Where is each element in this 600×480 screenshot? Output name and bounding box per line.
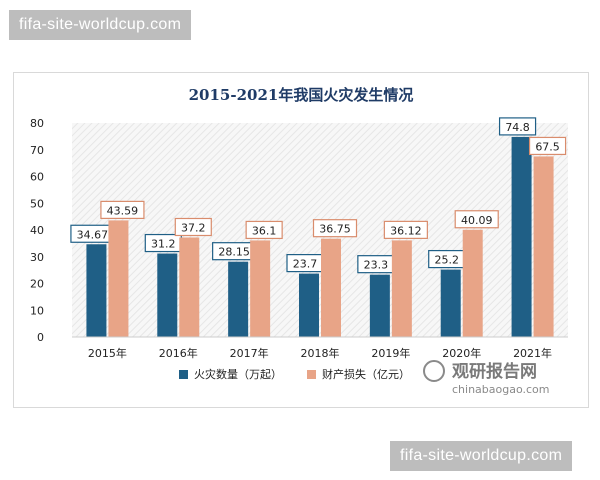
y-tick-label: 60 — [30, 171, 44, 184]
legend-label-1: 火灾数量（万起） — [194, 367, 282, 381]
bar-series1-2021年 — [511, 136, 532, 337]
chart-title: 2015-2021年我国火灾发生情况 — [189, 86, 414, 104]
y-axis-ticks: 0 10 20 30 40 50 60 70 80 — [30, 117, 44, 344]
category-label: 2017年 — [230, 346, 269, 360]
y-tick-label: 30 — [30, 251, 44, 264]
category-label: 2019年 — [371, 346, 410, 360]
data-label-box — [528, 136, 567, 156]
data-label: 31.2 — [151, 238, 176, 251]
data-label: 36.12 — [390, 224, 422, 237]
data-label-box — [383, 220, 428, 239]
data-label-box — [100, 200, 145, 219]
bar-series1-2020年 — [440, 269, 461, 337]
bar-series2-2017年 — [250, 240, 271, 337]
bar-series2-2020年 — [462, 229, 483, 337]
bar-series1-2017年 — [228, 261, 249, 337]
data-label: 25.2 — [434, 254, 459, 267]
category-labels: 2015年 2016年 2017年 2018年 2019年 2020年 2021年 — [88, 346, 552, 360]
logo-ring-icon — [423, 360, 445, 382]
data-label: 67.5 — [535, 140, 560, 153]
bar-series2-2019年 — [391, 240, 412, 337]
data-label: 28.15 — [218, 246, 250, 259]
bar-series1-2016年 — [157, 253, 178, 337]
legend-swatch-2 — [307, 370, 316, 379]
chart-svg: 2015-2021年我国火灾发生情况 0 10 20 30 40 50 60 70 80 34.… — [30, 86, 568, 396]
logo: 观研报告网 chinabaogao.com — [423, 360, 550, 396]
data-label: 34.67 — [77, 228, 109, 241]
legend-swatch-1 — [179, 370, 188, 379]
category-label: 2020年 — [442, 346, 481, 360]
y-tick-label: 70 — [30, 144, 44, 157]
legend-label-2: 财产损失（亿元） — [322, 367, 410, 381]
logo-en-text: chinabaogao.com — [452, 383, 550, 396]
logo-cn-text: 观研报告网 — [451, 361, 537, 382]
data-label-box — [174, 217, 212, 237]
data-label-box — [312, 219, 358, 238]
data-label: 37.2 — [181, 221, 206, 234]
data-label: 43.59 — [107, 204, 139, 217]
bar-series2-2015年 — [108, 220, 129, 337]
bar-series2-2018年 — [321, 238, 341, 337]
chart-frame: 2015-2021年我国火灾发生情况 0 10 20 30 40 50 60 70 80 34.… — [13, 72, 589, 408]
data-label-box — [245, 220, 283, 240]
data-label-box — [454, 210, 499, 229]
watermark-bottom: fifa-site-worldcup.com — [390, 441, 573, 471]
bar-series1-2015年 — [86, 244, 107, 337]
y-tick-label: 0 — [37, 331, 44, 344]
data-label: 23.7 — [293, 258, 318, 271]
watermark-top: fifa-site-worldcup.com — [9, 10, 192, 40]
data-label-box — [498, 117, 537, 136]
bar-series2-2016年 — [179, 237, 200, 337]
y-tick-label: 40 — [30, 224, 44, 237]
y-tick-label: 20 — [30, 278, 44, 291]
category-label: 2016年 — [159, 346, 198, 360]
category-label: 2018年 — [301, 346, 340, 360]
bar-series2-2021年 — [533, 156, 554, 337]
category-label: 2015年 — [88, 346, 127, 360]
category-label: 2021年 — [513, 346, 552, 360]
data-label: 40.09 — [461, 214, 493, 227]
y-tick-label: 10 — [30, 304, 44, 317]
data-label: 74.8 — [505, 121, 530, 134]
y-tick-label: 50 — [30, 197, 44, 210]
legend: 火灾数量（万起） 财产损失（亿元） — [179, 367, 410, 381]
data-label: 36.1 — [252, 224, 277, 237]
data-label: 23.3 — [364, 259, 389, 272]
y-tick-label: 80 — [30, 117, 44, 130]
bar-series1-2018年 — [299, 273, 319, 337]
data-label: 36.75 — [319, 223, 351, 236]
bar-series1-2019年 — [369, 274, 390, 337]
